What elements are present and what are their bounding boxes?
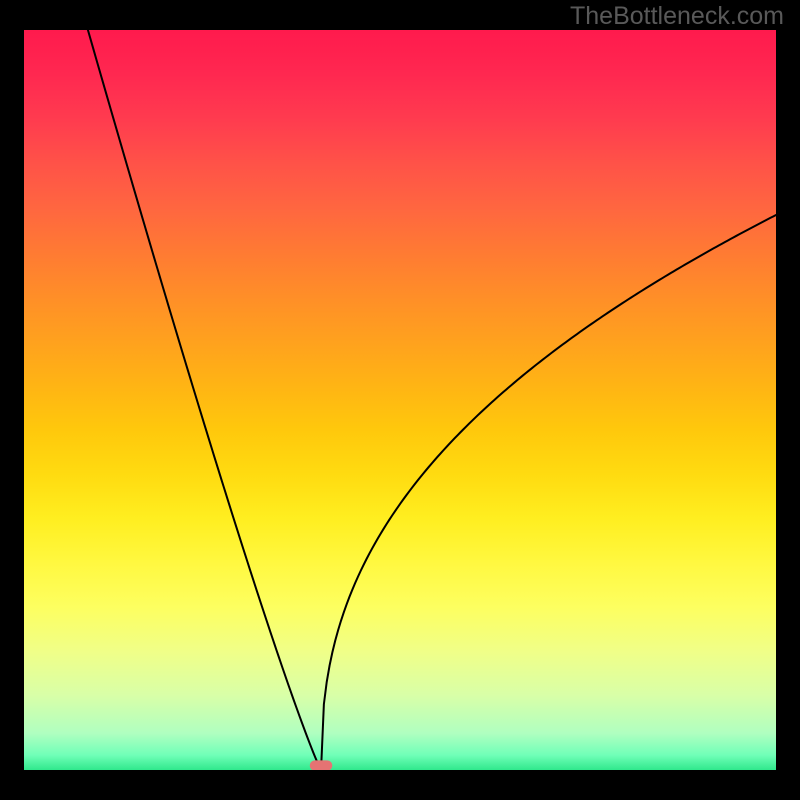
watermark-text: TheBottleneck.com — [570, 2, 784, 31]
plot-background — [24, 30, 776, 770]
apex-marker — [310, 760, 333, 770]
chart-container: TheBottleneck.com — [0, 0, 800, 800]
plot-area — [24, 30, 776, 770]
